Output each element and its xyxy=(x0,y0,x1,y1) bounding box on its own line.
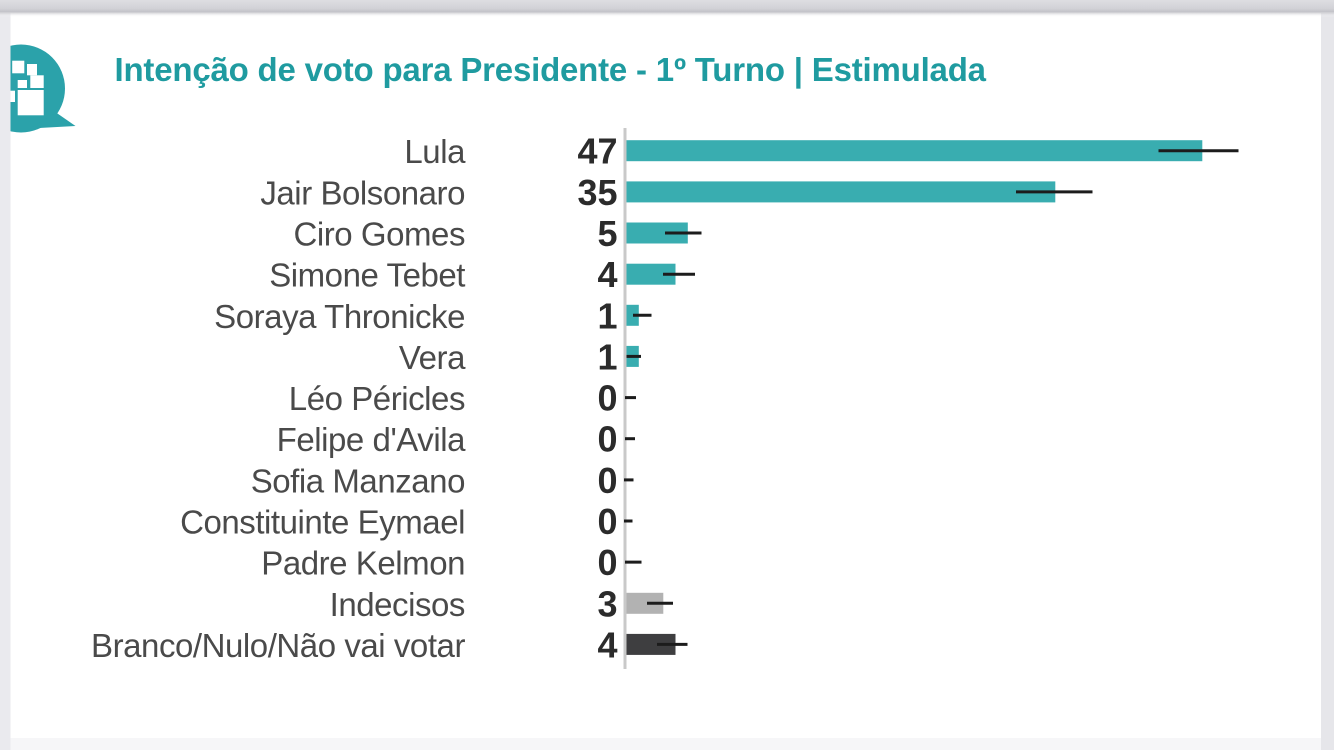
svg-text:Soraya Thronicke: Soraya Thronicke xyxy=(214,298,465,335)
svg-text:Vera: Vera xyxy=(399,339,466,376)
svg-text:4: 4 xyxy=(597,624,617,665)
svg-text:35: 35 xyxy=(577,172,617,213)
svg-text:4: 4 xyxy=(597,254,617,295)
svg-text:Indecisos: Indecisos xyxy=(330,586,465,623)
svg-text:1: 1 xyxy=(597,336,617,377)
svg-text:0: 0 xyxy=(597,501,617,542)
svg-text:Lula: Lula xyxy=(404,133,466,170)
svg-text:Branco/Nulo/Não vai votar: Branco/Nulo/Não vai votar xyxy=(91,627,465,664)
svg-text:Simone Tebet: Simone Tebet xyxy=(269,257,465,294)
svg-text:Constituinte Eymael: Constituinte Eymael xyxy=(180,504,465,541)
svg-text:Ciro Gomes: Ciro Gomes xyxy=(293,216,465,253)
svg-text:Padre Kelmon: Padre Kelmon xyxy=(261,545,465,582)
svg-text:Jair Bolsonaro: Jair Bolsonaro xyxy=(260,174,465,211)
svg-text:0: 0 xyxy=(597,378,617,419)
svg-text:Felipe d'Avila: Felipe d'Avila xyxy=(277,421,466,458)
svg-text:0: 0 xyxy=(597,542,617,583)
svg-text:1: 1 xyxy=(597,295,617,336)
svg-text:0: 0 xyxy=(597,419,617,460)
svg-text:Léo Péricles: Léo Péricles xyxy=(289,380,465,417)
svg-text:47: 47 xyxy=(577,131,617,172)
svg-text:Intenção de voto para Presiden: Intenção de voto para Presidente - 1º Tu… xyxy=(115,51,987,88)
svg-text:5: 5 xyxy=(597,213,617,254)
svg-text:Sofia Manzano: Sofia Manzano xyxy=(251,462,465,499)
svg-text:3: 3 xyxy=(597,583,617,624)
svg-text:0: 0 xyxy=(597,460,617,501)
